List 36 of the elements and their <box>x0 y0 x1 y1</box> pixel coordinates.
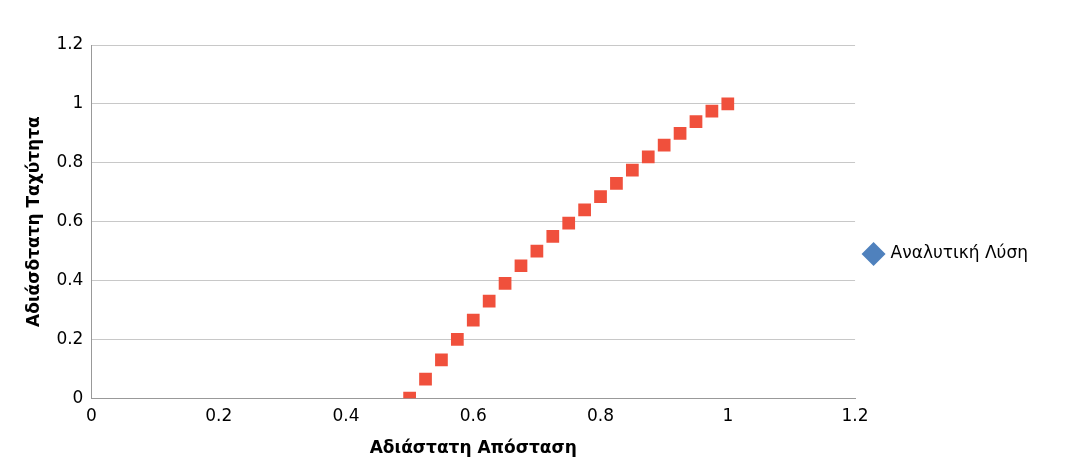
point <box>641 150 655 164</box>
point <box>578 203 591 217</box>
point <box>435 353 448 367</box>
point <box>705 104 719 118</box>
x-tick-label: 0.2 <box>205 404 233 425</box>
point <box>546 229 560 243</box>
y-tick-label: 0.6 <box>56 210 84 231</box>
y-axis-title: Αδιάσδτατη Ταχύτητα <box>22 116 43 327</box>
x-tick-label: 0.4 <box>332 404 360 425</box>
point <box>673 126 687 140</box>
point <box>450 332 464 346</box>
point <box>625 163 639 177</box>
point <box>498 277 512 290</box>
point <box>482 294 496 308</box>
x-axis-title: Αδιάστατη Απόσταση <box>369 437 577 458</box>
x-tick-label: 1.2 <box>841 404 869 425</box>
x-tick-label: 0 <box>86 404 97 425</box>
point <box>657 138 671 152</box>
y-tick-label: 0.2 <box>56 327 84 348</box>
point <box>419 372 432 386</box>
point <box>689 115 703 128</box>
y-tick-label: 0.4 <box>56 268 84 289</box>
point <box>466 313 480 327</box>
x-tick-label: 0.8 <box>587 404 615 425</box>
x-tick-label: 0.6 <box>459 404 487 425</box>
x-tick-label: 1 <box>722 404 734 425</box>
point <box>594 190 607 203</box>
y-tick-label: 0 <box>72 386 84 407</box>
point <box>721 97 735 111</box>
legend-label: Αναλυτική Λύση <box>890 242 1029 263</box>
point <box>610 176 623 190</box>
y-tick-label: 0.8 <box>56 151 84 172</box>
y-tick-label: 1.2 <box>56 33 84 54</box>
point <box>562 216 576 230</box>
y-tick-label: 1 <box>72 92 84 113</box>
point <box>514 259 528 273</box>
